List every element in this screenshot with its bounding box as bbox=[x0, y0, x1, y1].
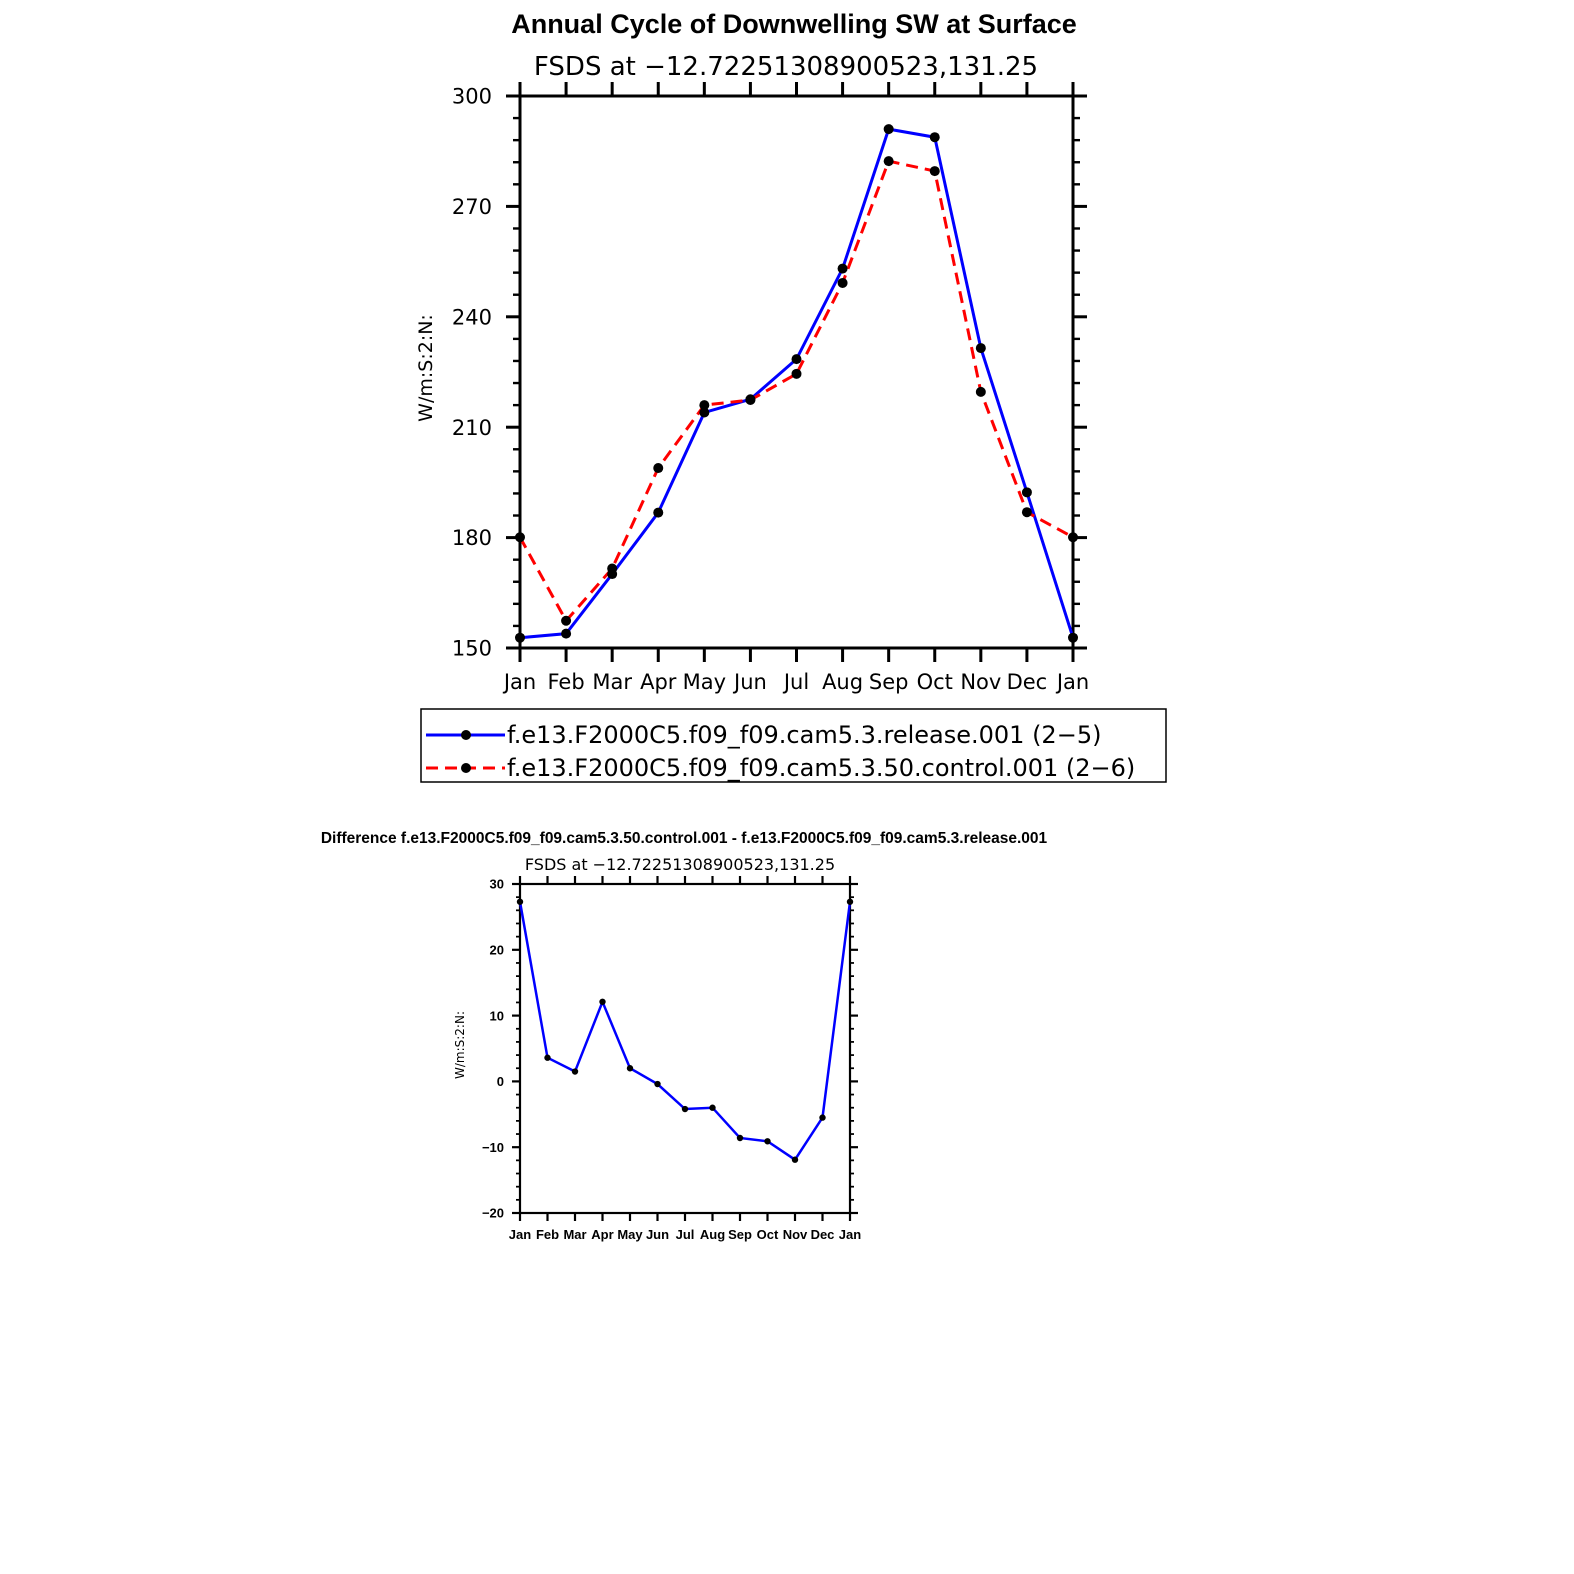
x-tick-label: Aug bbox=[700, 1227, 725, 1242]
series-1-point bbox=[846, 898, 854, 905]
main-chart: Annual Cycle of Downwelling SW at Surfac… bbox=[415, 9, 1167, 783]
series-2-point bbox=[745, 394, 756, 405]
x-tick-label: Mar bbox=[563, 1227, 586, 1242]
series-2-point bbox=[515, 532, 525, 543]
y-tick-label: 20 bbox=[490, 942, 504, 957]
x-tick-label: Feb bbox=[547, 670, 584, 694]
series-1-point bbox=[975, 343, 986, 354]
series-1-point bbox=[654, 1080, 661, 1088]
x-tick-label: Sep bbox=[728, 1227, 752, 1242]
series-1-point bbox=[929, 132, 940, 143]
difference-chart: Difference f.e13.F2000C5.f09_f09.cam5.3.… bbox=[321, 830, 1048, 1242]
series-2-point bbox=[607, 563, 618, 574]
series-1-point bbox=[736, 1134, 744, 1142]
difference-chart-title: Difference f.e13.F2000C5.f09_f09.cam5.3.… bbox=[321, 830, 1048, 847]
y-tick-label: −10 bbox=[482, 1140, 504, 1155]
x-tick-label: Jan bbox=[502, 670, 536, 694]
x-tick-label: Dec bbox=[811, 1227, 835, 1242]
y-tick-label: 300 bbox=[452, 85, 492, 109]
y-tick-label: 210 bbox=[452, 416, 492, 440]
main-chart-ylabel: W/m:S:2:N: bbox=[415, 314, 437, 422]
x-tick-label: Jan bbox=[509, 1227, 531, 1242]
x-tick-label: Jul bbox=[782, 670, 809, 694]
series-line-1 bbox=[519, 127, 1075, 640]
series-1-point bbox=[1021, 487, 1032, 498]
series-2-point bbox=[699, 400, 710, 411]
series-2-point bbox=[653, 463, 664, 474]
series-1-point bbox=[837, 263, 848, 274]
series-line-2 bbox=[518, 159, 1074, 624]
series-1-point bbox=[819, 1114, 826, 1121]
difference-chart-ylabel: W/m:S:2:N: bbox=[453, 1011, 467, 1079]
x-tick-label: Nov bbox=[960, 670, 1001, 694]
series-1-point bbox=[516, 898, 524, 905]
x-tick-label: May bbox=[683, 670, 726, 694]
series-1-point bbox=[883, 124, 894, 135]
series-1-point bbox=[699, 407, 710, 418]
x-tick-label: Jan bbox=[1055, 670, 1089, 694]
series-1-point bbox=[681, 1105, 689, 1113]
main-plot-area: Jan Feb Mar Apr May Jun Jul Aug Sep Oct Nov Dec Jan 1… bbox=[452, 82, 1089, 694]
legend-label-1: f.e13.F2000C5.f09_f09.cam5.3.release.001… bbox=[507, 721, 1101, 749]
plot-frame bbox=[518, 882, 852, 1215]
y-tick-label: 240 bbox=[452, 305, 492, 329]
x-tick-label: Apr bbox=[591, 1227, 613, 1242]
y-tick-label: 30 bbox=[490, 877, 504, 892]
x-tick-label: Sep bbox=[869, 670, 909, 694]
legend-label-2: f.e13.F2000C5.f09_f09.cam5.3.50.control.… bbox=[507, 754, 1135, 782]
series-1-point bbox=[515, 632, 525, 643]
x-tick-label: Aug bbox=[822, 670, 863, 694]
y-tick-label: 150 bbox=[452, 637, 492, 661]
y-tick-label: 10 bbox=[490, 1008, 504, 1023]
series-line-1 bbox=[518, 901, 852, 1162]
main-legend: f.e13.F2000C5.f09_f09.cam5.3.release.001… bbox=[420, 708, 1167, 783]
main-chart-subtitle: FSDS at −12.72251308900523,131.25 bbox=[534, 52, 1038, 82]
y-tick-label: 180 bbox=[452, 526, 492, 550]
x-tick-label: Oct bbox=[917, 670, 953, 694]
series-1-point bbox=[791, 1156, 799, 1163]
series-1-point bbox=[791, 354, 802, 365]
x-tick-label: Dec bbox=[1007, 670, 1048, 694]
x-tick-label: Jan bbox=[839, 1227, 861, 1242]
x-tick-label: Jul bbox=[676, 1227, 695, 1242]
series-2-point bbox=[929, 166, 940, 177]
legend-marker-1 bbox=[461, 730, 471, 740]
x-tick-label: Nov bbox=[783, 1227, 808, 1242]
series-2-point bbox=[791, 368, 802, 379]
series-1-point bbox=[626, 1065, 634, 1072]
series-2-point bbox=[975, 386, 986, 397]
y-tick-label: −20 bbox=[482, 1206, 504, 1221]
series-2-point bbox=[561, 615, 572, 626]
difference-plot-area: Jan Feb Mar Apr May Jun Jul Aug Sep Oct Nov Dec Jan−… bbox=[482, 876, 861, 1242]
series-2-point bbox=[1021, 507, 1032, 518]
difference-chart-subtitle: FSDS at −12.72251308900523,131.25 bbox=[525, 855, 835, 874]
x-tick-label: Jun bbox=[732, 670, 767, 694]
series-1-point bbox=[571, 1068, 579, 1075]
series-2-point bbox=[883, 156, 894, 167]
x-tick-label: Mar bbox=[592, 670, 632, 694]
series-1-point bbox=[544, 1054, 551, 1061]
series-1-point bbox=[653, 507, 664, 518]
main-chart-title: Annual Cycle of Downwelling SW at Surfac… bbox=[511, 9, 1077, 39]
series-1-point bbox=[1068, 632, 1078, 643]
y-tick-label: 270 bbox=[452, 195, 492, 219]
y-tick-label: 0 bbox=[497, 1074, 504, 1089]
legend-box bbox=[420, 708, 1167, 783]
series-2-point bbox=[837, 277, 848, 288]
series-1-point bbox=[599, 998, 606, 1005]
x-tick-label: May bbox=[617, 1227, 643, 1242]
series-1-point bbox=[709, 1104, 716, 1111]
x-tick-label: Feb bbox=[536, 1227, 559, 1242]
series-2-point bbox=[1068, 532, 1078, 543]
legend-marker-2 bbox=[461, 763, 471, 773]
series-1-point bbox=[764, 1138, 771, 1145]
x-tick-label: Apr bbox=[640, 670, 677, 694]
x-tick-label: Oct bbox=[757, 1227, 779, 1242]
series-1-point bbox=[561, 628, 572, 639]
x-tick-label: Jun bbox=[646, 1227, 669, 1242]
